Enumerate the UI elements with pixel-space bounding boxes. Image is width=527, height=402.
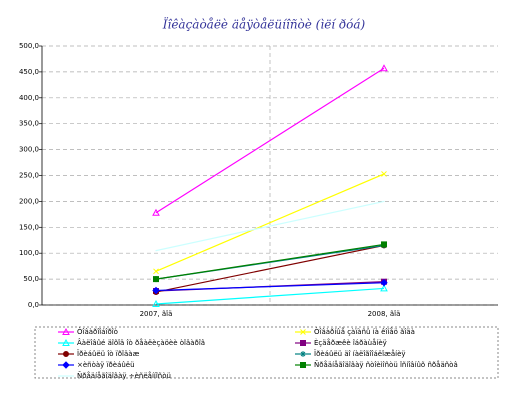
series-line: [155, 244, 385, 293]
legend-label: Ïðèáûëü îò ïðîäàæ: [77, 349, 140, 358]
series-line: [155, 243, 385, 280]
marker: [300, 351, 306, 357]
marker: [300, 362, 306, 368]
marker: [152, 208, 160, 216]
legend-label: Èçäåðæêè îáðàùåíèÿ: [314, 338, 387, 347]
series-line: [155, 287, 385, 305]
legend-label: Ñðåäíåãîäîâàÿ ÷èñëåííîñòü: [77, 371, 171, 380]
marker: [153, 276, 159, 283]
marker: [380, 284, 388, 292]
x-tick-label: 2008, ãîä: [368, 310, 401, 318]
marker: [300, 340, 306, 346]
legend-label: Òîâàðîîáîðîò: [77, 327, 118, 336]
marker: [152, 286, 160, 295]
y-tick-label: 100,0: [19, 249, 39, 257]
marker: [380, 64, 388, 72]
marker: [381, 171, 387, 177]
series-line: [155, 173, 385, 272]
legend-label: Âàëîâûé äîõîä îò ðåàëèçàöèè òîâàðîâ: [77, 338, 205, 347]
chart-title: Ïîêàçàòåëè äåÿòåëüíîñòè (ìëí ðóá): [162, 16, 366, 32]
y-tick-label: 0,0: [28, 301, 39, 309]
marker: [380, 279, 388, 287]
point: [383, 200, 385, 202]
marker: [62, 327, 70, 335]
series-line: [155, 282, 385, 292]
point: [155, 250, 157, 252]
marker: [62, 361, 70, 369]
y-tick-label: 350,0: [19, 120, 39, 128]
legend-label: Ñðåäíåãîäîâàÿ ñòîèìîñòü îñíîâíûõ ñðåäñòâ: [314, 360, 458, 369]
y-tick-label: 50,0: [23, 275, 39, 283]
series-line: [155, 67, 385, 214]
y-tick-label: 450,0: [19, 68, 39, 76]
y-tick-label: 300,0: [19, 146, 39, 154]
marker: [381, 241, 387, 248]
marker: [62, 338, 70, 346]
series-line: [155, 200, 385, 252]
y-tick-label: 500,0: [19, 42, 39, 50]
marker: [63, 351, 69, 357]
marker: [300, 329, 306, 335]
legend-label: Ïðèáûëü äî íàëîãîîáëîæåíèÿ: [314, 349, 406, 358]
y-tick-label: 200,0: [19, 197, 39, 205]
marker: [153, 268, 159, 275]
legend-label: Òîâàðíûå çàïàñû íà êîíåö ãîäà: [314, 327, 415, 336]
marker: [152, 299, 160, 307]
y-tick-label: 250,0: [19, 172, 39, 180]
y-tick-label: 150,0: [19, 223, 39, 231]
y-tick-label: 400,0: [19, 94, 39, 102]
x-tick-label: 2007, ãîä: [140, 310, 173, 318]
legend-label: ×èñòàÿ ïðèáûëü: [77, 361, 135, 369]
legend-box: [34, 326, 499, 379]
